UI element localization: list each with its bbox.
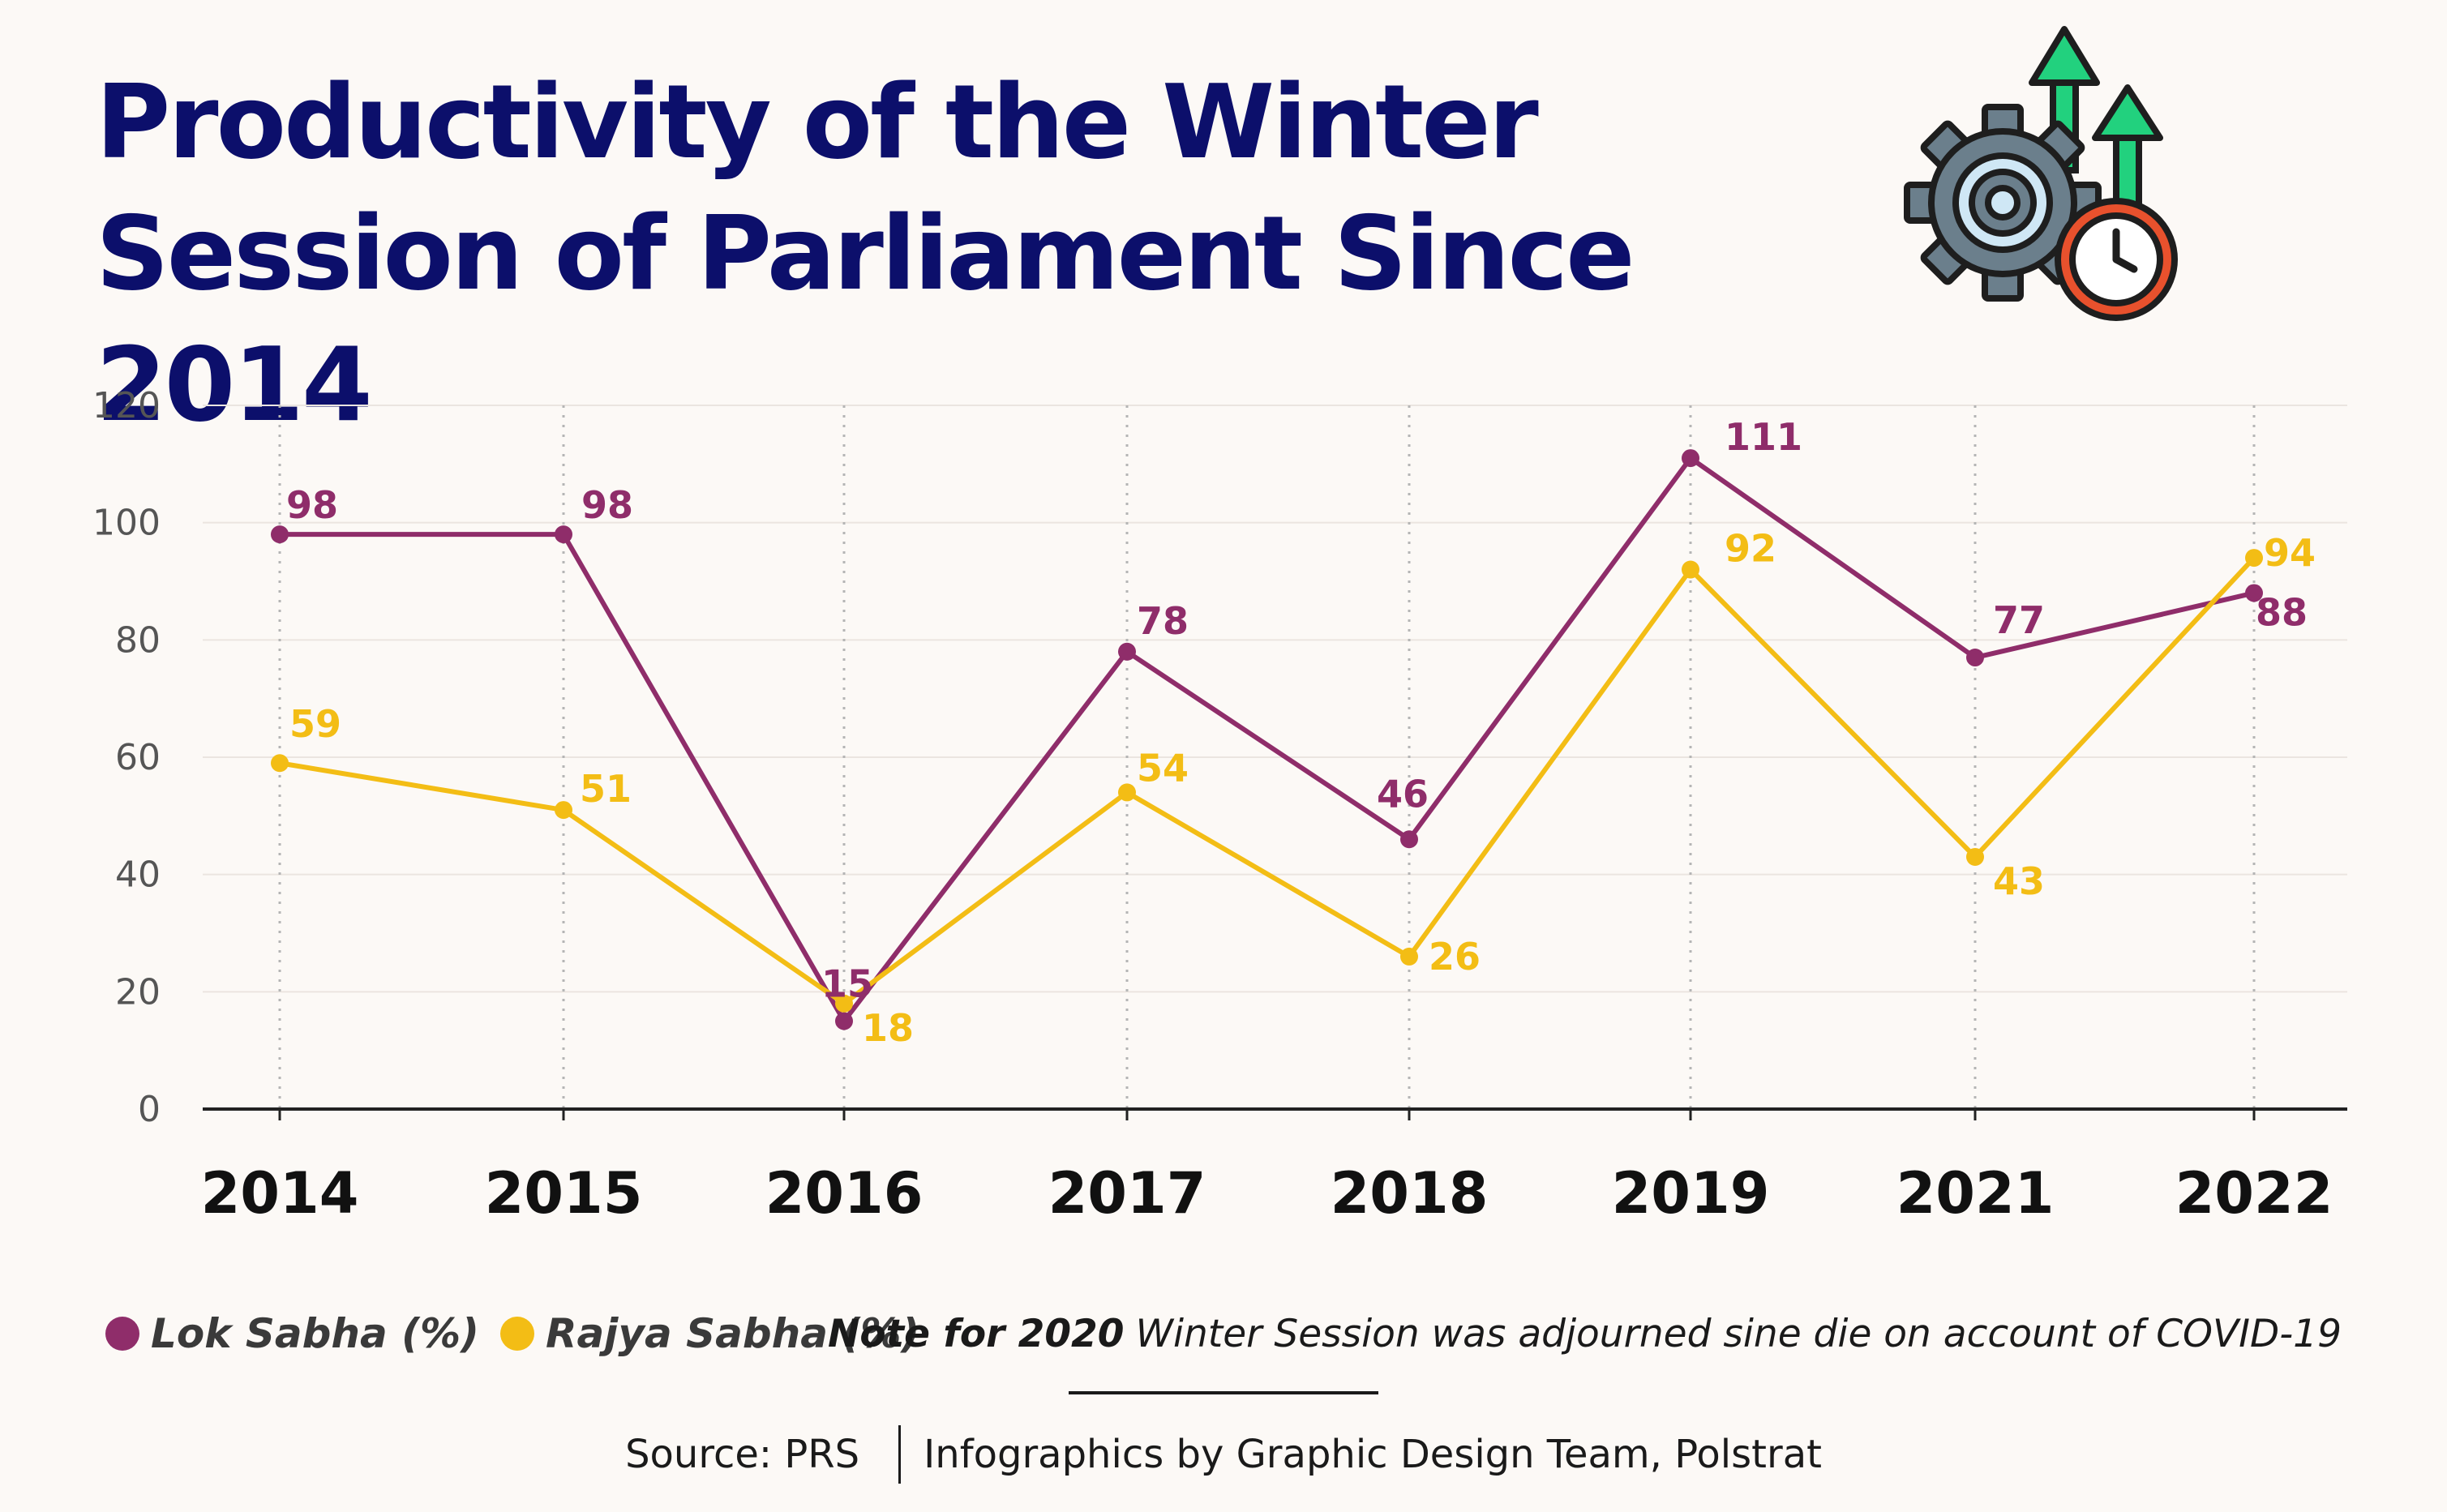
data-point [1682, 449, 1699, 468]
data-label: 77 [1993, 598, 2045, 642]
data-label: 98 [286, 483, 338, 527]
note-text: Winter Session was adjourned sine die on… [1135, 1311, 2342, 1356]
data-label: 92 [1725, 527, 1776, 571]
footer: Source: PRS Infographics by Graphic Desi… [0, 1422, 2447, 1487]
data-point [555, 801, 572, 820]
data-label: 54 [1137, 746, 1189, 790]
credit-text: Infographics by Graphic Design Team, Pol… [924, 1432, 1822, 1477]
data-label: 59 [289, 702, 341, 746]
data-point [1400, 830, 1418, 849]
x-tick-label: 2022 [2175, 1160, 2333, 1227]
data-label: 43 [1993, 859, 2045, 903]
series-line [280, 456, 2255, 1024]
data-point [555, 525, 572, 544]
y-tick-label: 120 [92, 385, 161, 426]
data-label: 15 [821, 962, 873, 1006]
data-labels: 98 98 15 78 46 111 77 88 59 51 18 54 26 92 43 94 [286, 415, 2316, 1050]
title-line-1: Productivity of the Winter [96, 62, 1539, 182]
y-axis: 0 20 40 60 80 100 120 [92, 385, 161, 1130]
y-tick-label: 20 [115, 971, 161, 1013]
data-point [1400, 947, 1418, 966]
footer-separator [898, 1425, 902, 1484]
y-tick-label: 40 [115, 855, 161, 896]
page-title: Productivity of the Winter Session of Pa… [96, 57, 1879, 451]
x-tick-label: 2018 [1331, 1160, 1489, 1227]
line-chart: 0 20 40 60 80 100 120 2014 2015 2016 2017 2018 2019… [92, 385, 2347, 1227]
x-tick-label: 2015 [485, 1160, 643, 1227]
data-label: 26 [1429, 935, 1481, 979]
x-tick-label: 2017 [1048, 1160, 1206, 1227]
data-label: 98 [581, 483, 633, 527]
data-label: 111 [1725, 415, 1802, 459]
title-line-2: Session of Parliament Since 2014 [96, 194, 1635, 444]
data-label: 88 [2256, 590, 2308, 634]
data-point [2245, 549, 2263, 568]
data-point [1118, 642, 1136, 661]
data-point [2245, 584, 2263, 602]
data-label: 51 [580, 767, 632, 811]
data-series [271, 449, 2263, 1030]
data-label: 94 [2264, 531, 2316, 575]
legend-dot-rajya-sabha [499, 1317, 534, 1351]
data-point [1966, 847, 1984, 866]
y-tick-label: 80 [115, 619, 161, 661]
x-tick-label: 2016 [765, 1160, 924, 1227]
legend-label-lok-sabha: Lok Sabha (%) [151, 1310, 479, 1357]
growth-arrows [2029, 26, 2163, 222]
legend-dot-lok-sabha [105, 1317, 139, 1351]
grid-lines [203, 405, 2347, 1109]
data-point [1966, 649, 1984, 667]
y-tick-label: 0 [138, 1089, 161, 1130]
footer-divider [1069, 1391, 1378, 1394]
data-point [835, 1012, 853, 1030]
source-text: Source: PRS [625, 1432, 860, 1477]
data-point [835, 994, 853, 1013]
y-tick-label: 60 [115, 737, 161, 778]
gear [1904, 104, 2102, 302]
x-axis: 2014 2015 2016 2017 2018 2019 2021 2022 [201, 1107, 2347, 1227]
x-tick-label: 2014 [201, 1160, 359, 1227]
series-line [279, 556, 2256, 1006]
legend-item-rajya-sabha: Rajya Sabha (%) [499, 1310, 920, 1357]
gear-growth-clock-icon [1904, 26, 2178, 321]
x-tick-label: 2021 [1896, 1160, 2055, 1227]
data-point [271, 525, 289, 544]
legend-label-rajya-sabha: Rajya Sabha (%) [545, 1310, 920, 1357]
data-label: 18 [862, 1006, 914, 1050]
y-tick-label: 100 [92, 503, 161, 544]
legend: Lok Sabha (%) Rajya Sabha (%) [105, 1301, 941, 1366]
x-tick-label: 2019 [1612, 1160, 1770, 1227]
data-label: 46 [1377, 772, 1429, 816]
data-point [1682, 560, 1699, 579]
data-point [1118, 783, 1136, 802]
data-point [271, 754, 289, 773]
legend-item-lok-sabha: Lok Sabha (%) [105, 1310, 479, 1357]
clock [2055, 198, 2178, 321]
note: Note for 2020 Winter Session was adjourn… [828, 1301, 2342, 1366]
data-label: 78 [1137, 599, 1189, 643]
note-label: Note for 2020 [828, 1311, 1125, 1356]
